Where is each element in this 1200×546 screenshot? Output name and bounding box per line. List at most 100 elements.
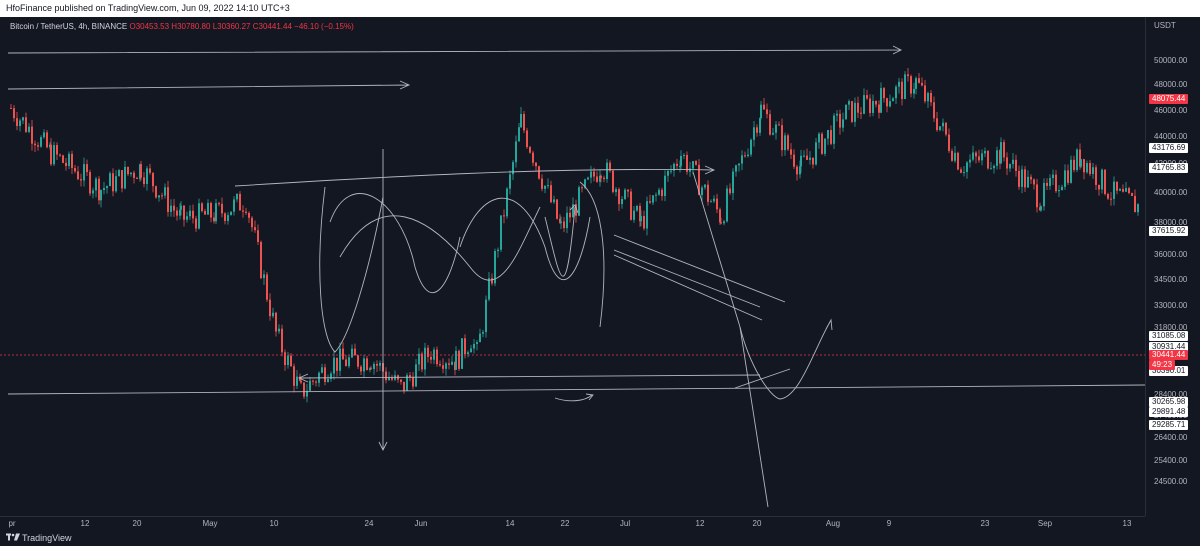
- candle: [1125, 182, 1127, 192]
- candle: [676, 158, 678, 170]
- candle: [901, 78, 903, 106]
- candle: [818, 132, 820, 149]
- candle: [248, 211, 250, 223]
- candle: [1036, 178, 1038, 213]
- price-axis[interactable]: USDT 24500.0025400.0026400.0027400.00284…: [1145, 17, 1200, 516]
- candle: [394, 370, 396, 382]
- candle: [701, 185, 703, 202]
- candle: [461, 338, 463, 370]
- candle: [321, 363, 323, 374]
- candle: [535, 161, 537, 172]
- candle: [348, 354, 350, 369]
- price-tick-label: 44000.00: [1154, 131, 1188, 141]
- candle: [875, 100, 877, 108]
- candle: [155, 185, 157, 199]
- candle: [972, 145, 974, 162]
- candle: [167, 180, 169, 217]
- support-line: [7, 384, 1145, 395]
- candle: [25, 112, 27, 134]
- candle: [750, 138, 752, 157]
- candle: [996, 146, 998, 170]
- candle: [603, 175, 605, 183]
- chart-area[interactable]: [0, 17, 1145, 516]
- candle: [13, 105, 15, 122]
- candle: [803, 150, 805, 158]
- time-tick-label: 13: [1122, 519, 1132, 528]
- time-axis[interactable]: pr 12 20 May 10 24 Jun 14 22 Jul 12 20 Aug 9 23 Sep 13: [0, 516, 1145, 532]
- candle: [488, 271, 490, 302]
- price-tick-label: 31800.00: [1154, 323, 1188, 333]
- candle: [1089, 160, 1091, 177]
- candle: [793, 149, 795, 170]
- currency-label: USDT: [1154, 21, 1176, 30]
- candle: [451, 355, 453, 366]
- candle: [553, 195, 555, 204]
- breakout-arrow: [739, 318, 833, 400]
- candle: [933, 96, 935, 122]
- drop-arrow: [378, 149, 388, 452]
- price-badge: 43176.69: [1149, 143, 1189, 153]
- candle: [664, 170, 666, 202]
- candle: [115, 170, 117, 193]
- price-tick-label: 24500.00: [1154, 476, 1188, 486]
- candle: [809, 151, 811, 165]
- candle: [1116, 181, 1118, 195]
- candle: [796, 164, 798, 181]
- candle: [158, 195, 160, 202]
- candle: [948, 128, 950, 153]
- candle: [204, 208, 206, 215]
- candle: [439, 360, 441, 367]
- candle: [1049, 174, 1051, 190]
- candle: [500, 215, 502, 252]
- candle: [892, 96, 894, 102]
- candle: [143, 172, 145, 188]
- candle: [866, 89, 868, 100]
- candle: [71, 150, 73, 174]
- candle: [436, 346, 438, 367]
- candle: [245, 207, 247, 215]
- price-badge: 41765.83: [1149, 163, 1189, 173]
- candle: [942, 118, 944, 132]
- candle: [400, 379, 402, 385]
- legend-high: H30780.80: [171, 22, 211, 31]
- candle: [975, 150, 977, 164]
- candle: [409, 372, 411, 382]
- candle: [324, 363, 326, 386]
- candle: [772, 127, 774, 136]
- candle: [485, 295, 487, 338]
- candle: [1024, 166, 1026, 192]
- candle: [640, 210, 642, 227]
- time-tick-label: 10: [269, 519, 279, 528]
- candle: [1046, 178, 1048, 190]
- candle: [192, 204, 194, 224]
- candle: [46, 130, 48, 149]
- candle: [133, 170, 135, 184]
- candle: [376, 360, 378, 372]
- price-chart[interactable]: [0, 17, 1145, 516]
- candle: [869, 94, 871, 117]
- loop-4: [459, 197, 591, 281]
- candle: [1083, 158, 1085, 180]
- candle: [74, 164, 76, 174]
- candle: [146, 166, 148, 191]
- candle: [1098, 184, 1100, 196]
- candle: [482, 329, 484, 338]
- candle: [590, 165, 592, 184]
- candle: [503, 209, 505, 224]
- candle: [760, 101, 762, 120]
- candle: [646, 196, 648, 236]
- candle: [581, 185, 583, 193]
- candle: [729, 183, 731, 196]
- time-tick-label: 22: [560, 519, 570, 528]
- candle: [345, 355, 347, 367]
- candle: [898, 77, 900, 94]
- candle: [56, 142, 58, 160]
- candle: [210, 201, 212, 223]
- candle: [28, 123, 30, 134]
- candle: [98, 176, 100, 205]
- candle: [839, 109, 841, 135]
- candle: [529, 145, 531, 154]
- candle: [293, 363, 295, 393]
- candle: [227, 212, 229, 225]
- legend-symbol: Bitcoin / TetherUS, 4h, BINANCE: [10, 22, 128, 31]
